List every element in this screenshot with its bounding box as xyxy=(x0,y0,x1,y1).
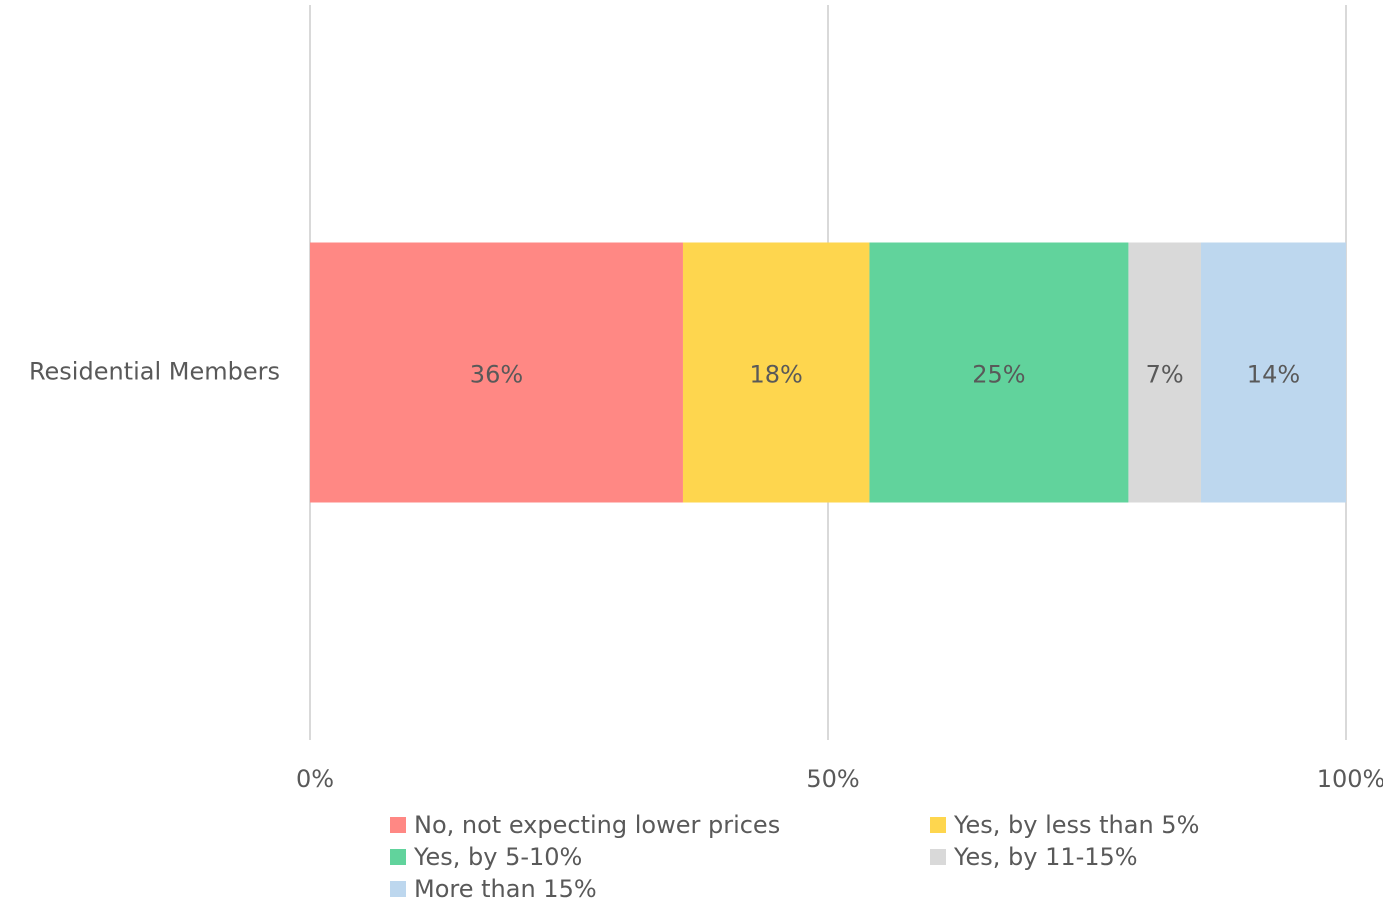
legend-label: Yes, by 11-15% xyxy=(953,843,1138,871)
legend-label: Yes, by 5-10% xyxy=(413,843,582,871)
x-tick-label: 0% xyxy=(296,765,334,793)
data-label: 14% xyxy=(1247,361,1300,389)
data-label: 18% xyxy=(750,361,803,389)
legend-label: More than 15% xyxy=(414,875,597,903)
x-tick-label: 50% xyxy=(806,765,859,793)
y-tick-label: Residential Members xyxy=(29,358,280,386)
legend-swatch xyxy=(390,881,406,897)
data-label: 36% xyxy=(470,361,523,389)
legend-swatch xyxy=(390,817,406,833)
bar-segment xyxy=(682,242,870,503)
bar-segment xyxy=(869,242,1129,503)
legend-swatch xyxy=(930,817,946,833)
data-label: 7% xyxy=(1146,361,1184,389)
legend-label: Yes, by less than 5% xyxy=(953,811,1199,839)
x-tick-label: 100% xyxy=(1317,765,1383,793)
data-label: 25% xyxy=(972,361,1025,389)
bar-segment xyxy=(1128,242,1201,503)
legend-swatch xyxy=(390,849,406,865)
bar-segment xyxy=(310,242,683,503)
legend-swatch xyxy=(930,849,946,865)
bar-segment xyxy=(1200,242,1346,503)
legend-label: No, not expecting lower prices xyxy=(414,811,780,839)
